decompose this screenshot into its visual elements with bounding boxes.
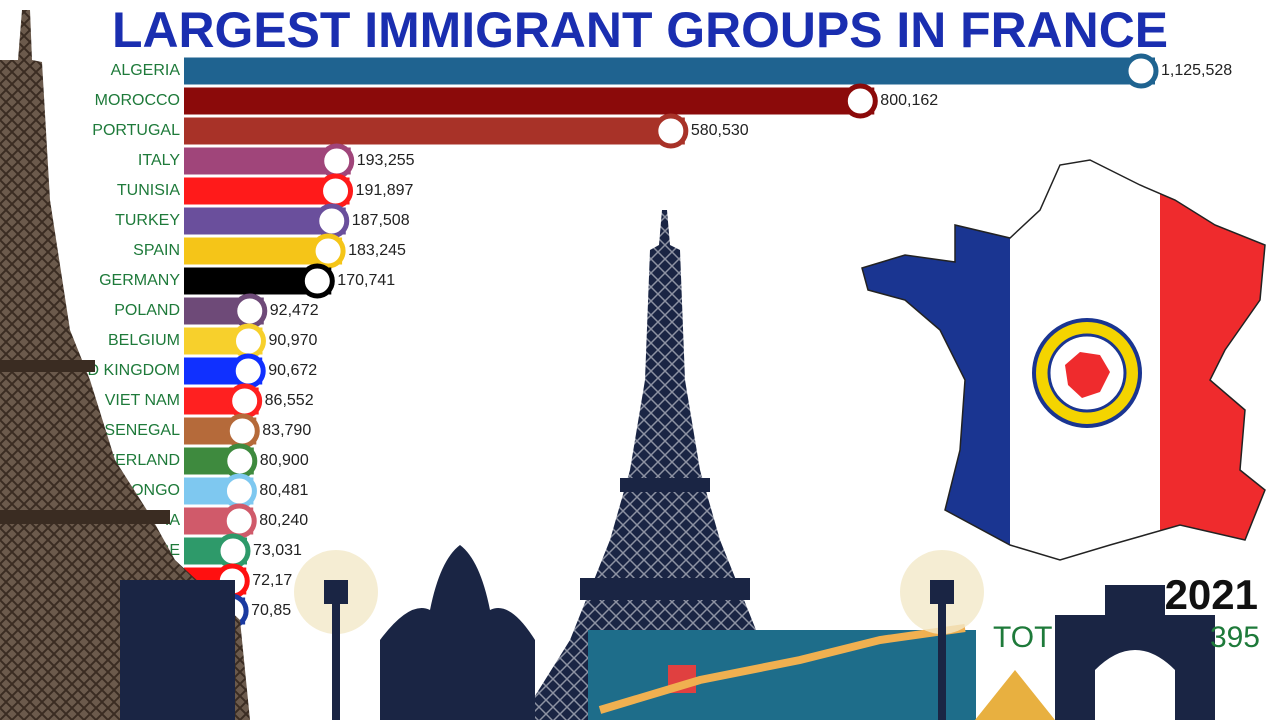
value-label: 92,472 [270,302,319,319]
value-label: 70,85 [251,602,291,619]
flag [314,203,350,239]
value-label: 90,970 [268,332,317,349]
value-label: 80,481 [259,482,308,499]
eiffel-center-platform [580,578,750,600]
total-label: TOT [993,621,1052,654]
bar [184,87,875,115]
category-label: PORTUGAL [92,122,180,139]
france-outline [861,159,1266,561]
flag [232,293,268,329]
bar [184,117,685,145]
value-label: 580,530 [691,122,749,139]
flag [221,503,257,539]
flag [318,173,354,209]
value-label: 800,162 [880,92,938,109]
category-label: GERMANY [99,272,180,289]
flag [653,113,689,149]
value-label: 86,552 [265,392,314,409]
eiffel-left-platform [0,360,95,372]
sacre-coeur [380,545,535,720]
category-label: SPAIN [133,242,180,259]
value-label: 80,240 [259,512,308,529]
arch-statue [1105,585,1165,615]
flag [215,533,251,569]
category-label: ZERLAND [105,452,180,469]
value-label: 1,125,528 [1161,62,1232,79]
building [588,630,976,720]
value-label: 193,255 [357,152,415,169]
value-label: 80,900 [260,452,309,469]
flag [224,413,260,449]
flag [230,323,266,359]
value-label: 187,508 [352,212,410,229]
flag [319,143,355,179]
eiffel-left-platform [0,510,170,524]
eiffel-left [0,10,250,720]
louvre [975,670,1055,720]
bar [184,57,1155,85]
logo-map [1065,352,1110,398]
value-label: 83,790 [262,422,311,439]
trend-ribbon [598,624,966,714]
year: 2021 [1165,571,1258,618]
flag [222,443,258,479]
flag [1123,53,1159,89]
category-label: POLAND [114,302,180,319]
flag [221,473,257,509]
value-label: 90,672 [268,362,317,379]
lamp [930,580,954,604]
lamp [324,580,348,604]
bar-layer: ALGERIA 1,125,528 MOROCCO 800,162 PORTUGAL 58… [77,53,1232,629]
arch [1055,615,1215,720]
category-label: ED KINGDOM [77,362,180,379]
notre-dame [120,580,235,720]
lamp-post [332,600,340,720]
flag [230,353,266,389]
category-label: ITALY [138,152,180,169]
category-label: TURKEY [115,212,180,229]
flag [227,383,263,419]
lamp-post [938,600,946,720]
value-label: 170,741 [337,272,395,289]
flag [310,233,346,269]
chart-title: LARGEST IMMIGRANT GROUPS IN FRANCE [112,2,1168,58]
category-label: TUNISIA [117,182,180,199]
category-label: BELGIUM [108,332,180,349]
value-label: 72,17 [252,572,292,589]
flag [299,263,335,299]
value-label: 73,031 [253,542,302,559]
total-value: 395 [1210,621,1260,654]
value-label: 183,245 [348,242,406,259]
category-label: VIET NAM [105,392,180,409]
value-label: 191,897 [356,182,414,199]
flag [842,83,878,119]
eiffel-center-platform [620,478,710,492]
category-label: MOROCCO [95,92,180,109]
category-label: ALGERIA [111,62,181,79]
category-label: SENEGAL [104,422,180,439]
